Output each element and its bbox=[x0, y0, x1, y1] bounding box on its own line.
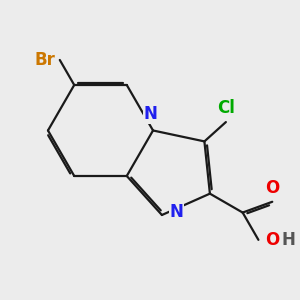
Text: N: N bbox=[143, 105, 157, 123]
Text: Br: Br bbox=[35, 51, 56, 69]
Text: O: O bbox=[265, 231, 279, 249]
Text: N: N bbox=[169, 203, 183, 221]
Text: O: O bbox=[265, 178, 279, 196]
Text: H: H bbox=[281, 231, 296, 249]
Text: Cl: Cl bbox=[217, 99, 235, 117]
